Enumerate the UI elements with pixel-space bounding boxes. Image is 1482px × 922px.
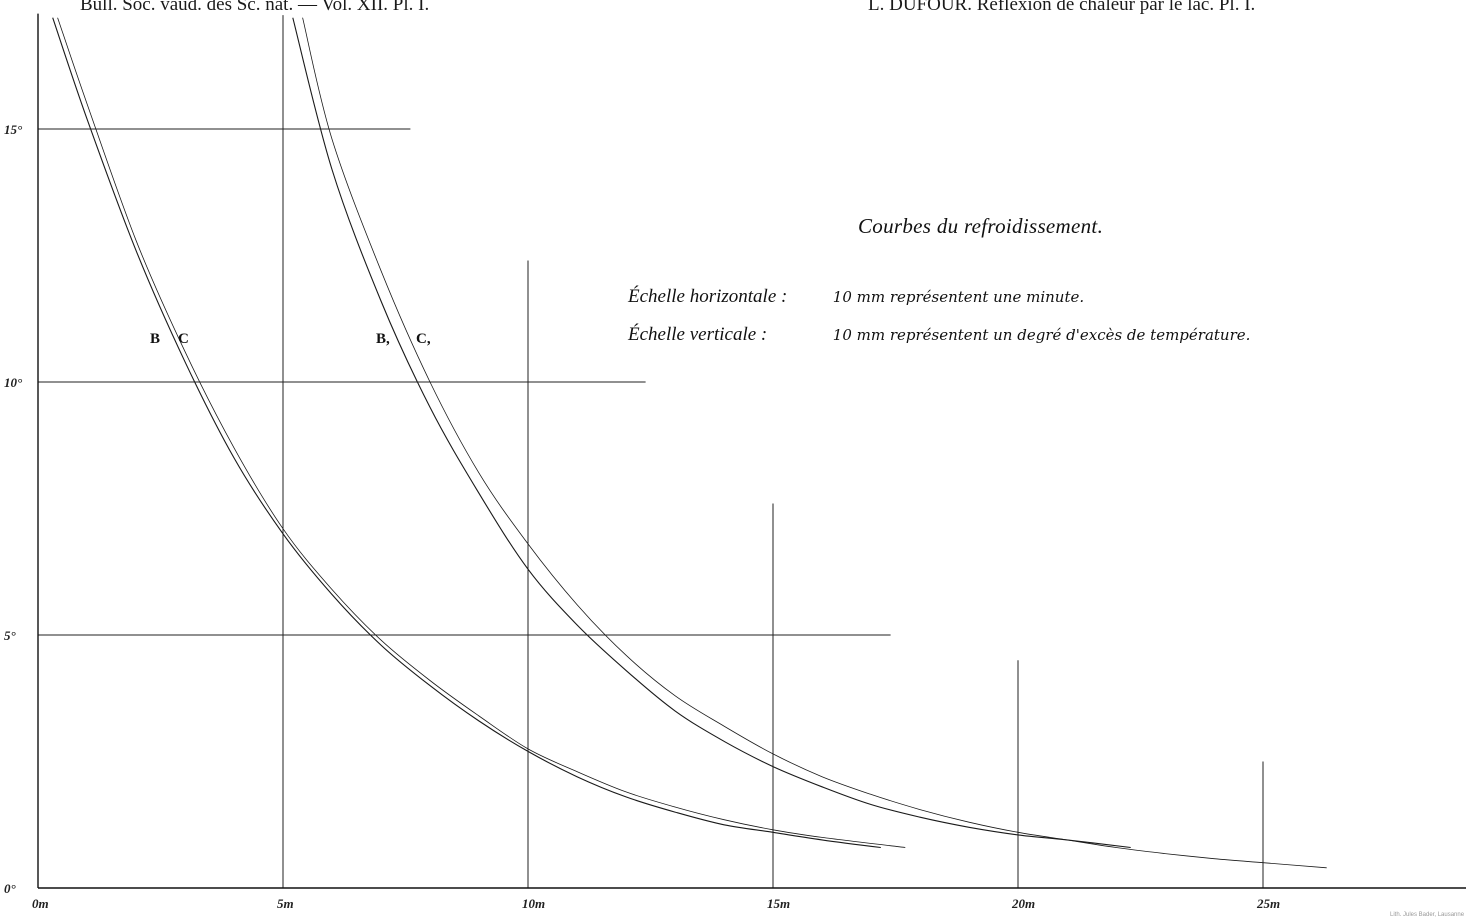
grid-layer	[38, 15, 1264, 888]
curve-2	[57, 17, 906, 848]
curve-1	[52, 17, 881, 849]
printer-credit: Lith. Jules Bader, Lausanne	[1390, 912, 1465, 918]
curve-label-3: B,	[376, 331, 390, 347]
x-tick-label-0: 0m	[32, 896, 49, 911]
header-left: Bull. Soc. vaud. des Sc. nat. — Vol. XII…	[80, 0, 430, 15]
curve-4	[302, 17, 1327, 869]
scale-horizontal-note: Échelle horizontale : 10 mm représentent…	[628, 286, 1084, 308]
curve-label-4: C,	[416, 331, 431, 347]
x-tick-label-20: 20m	[1011, 896, 1035, 911]
y-tick-label-0: 0°	[4, 881, 17, 896]
curve-3	[292, 17, 1131, 849]
label-layer: B C B, C,	[150, 331, 431, 347]
scale-horizontal-label: Échelle horizontale :	[628, 286, 788, 307]
scale-horizontal-text: 10 mm représentent une minute.	[832, 288, 1085, 306]
x-tick-label-10: 10m	[522, 896, 545, 911]
y-tick-label-5: 5°	[4, 628, 17, 643]
curve-label-2: C	[178, 331, 189, 347]
y-tick-label-15: 15°	[4, 122, 23, 137]
curve-layer	[52, 17, 1327, 869]
curve-label-1: B	[150, 331, 160, 347]
scale-vertical-text: 10 mm représentent un degré d'excès de t…	[832, 326, 1251, 344]
y-tick-label-10: 10°	[4, 375, 23, 390]
x-tick-label-25: 25m	[1256, 896, 1280, 911]
axis-layer: 0m 5m 10m 15m 20m 25m 0° 5° 10° 15°	[4, 13, 1466, 911]
header-right: L. DUFOUR. Réflexion de chaleur par le l…	[868, 0, 1256, 15]
scale-vertical-label: Échelle verticale :	[628, 324, 768, 345]
scale-vertical-note: Échelle verticale : 10 mm représentent u…	[628, 324, 1250, 346]
x-tick-label-5: 5m	[277, 896, 294, 911]
chart-title: Courbes du refroidissement.	[858, 214, 1104, 238]
x-tick-label-15: 15m	[767, 896, 790, 911]
